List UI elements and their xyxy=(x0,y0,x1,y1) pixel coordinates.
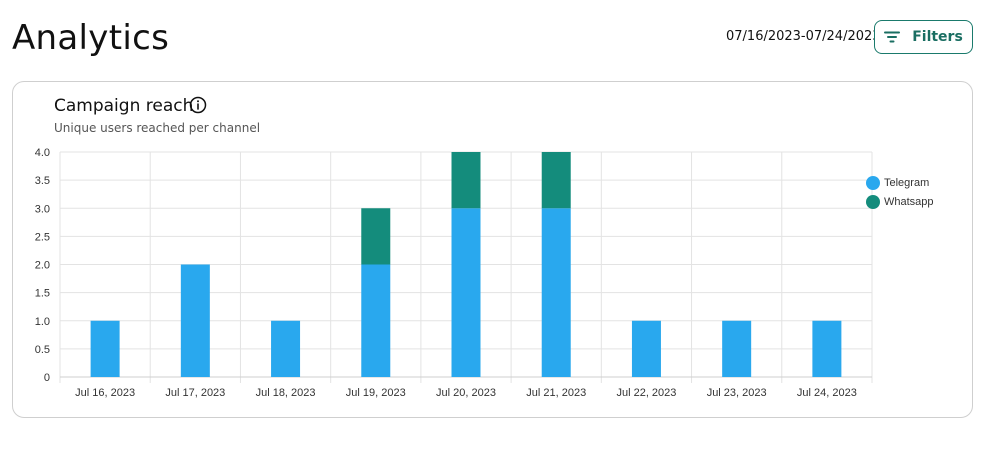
bar-whatsapp xyxy=(541,152,571,209)
card-subtitle: Unique users reached per channel xyxy=(54,121,261,135)
bar-telegram xyxy=(541,208,571,377)
legend-label-telegram: Telegram xyxy=(884,176,930,189)
y-tick-label: 0 xyxy=(44,372,50,384)
filters-label: Filters xyxy=(912,29,963,45)
legend-item-telegram[interactable]: Telegram xyxy=(866,173,934,192)
x-tick-label: Jul 19, 2023 xyxy=(346,387,406,399)
y-tick-label: 1.5 xyxy=(35,288,50,300)
legend-item-whatsapp[interactable]: Whatsapp xyxy=(866,192,934,211)
filter-icon xyxy=(884,31,901,43)
x-tick-label: Jul 16, 2023 xyxy=(75,387,135,399)
legend-swatch-whatsapp xyxy=(866,194,880,209)
bar-telegram xyxy=(812,320,842,377)
legend-swatch-telegram xyxy=(866,175,880,190)
y-tick-label: 2.0 xyxy=(35,260,50,272)
bar-telegram xyxy=(271,320,301,377)
bar-telegram xyxy=(90,320,120,377)
x-tick-label: Jul 24, 2023 xyxy=(797,387,857,399)
x-tick-label: Jul 20, 2023 xyxy=(436,387,496,399)
date-range[interactable]: 07/16/2023-07/24/2023 xyxy=(726,29,881,44)
y-tick-label: 3.0 xyxy=(35,203,50,215)
x-tick-label: Jul 22, 2023 xyxy=(616,387,676,399)
info-icon[interactable] xyxy=(189,96,207,119)
y-tick-label: 0.5 xyxy=(35,344,50,356)
bar-telegram xyxy=(180,264,210,377)
filters-button[interactable]: Filters xyxy=(874,20,973,54)
x-tick-label: Jul 23, 2023 xyxy=(707,387,767,399)
bar-whatsapp xyxy=(361,208,391,265)
legend-label-whatsapp: Whatsapp xyxy=(884,195,934,208)
bar-telegram xyxy=(451,208,481,377)
bar-telegram xyxy=(361,264,391,377)
y-tick-label: 4.0 xyxy=(35,147,50,159)
y-tick-label: 1.0 xyxy=(35,316,50,328)
chart-legend: Telegram Whatsapp xyxy=(866,173,934,211)
x-tick-label: Jul 18, 2023 xyxy=(256,387,316,399)
y-tick-label: 2.5 xyxy=(35,231,50,243)
bar-telegram xyxy=(722,320,752,377)
y-tick-label: 3.5 xyxy=(35,175,50,187)
x-tick-label: Jul 17, 2023 xyxy=(165,387,225,399)
bar-whatsapp xyxy=(451,152,481,209)
page-title: Analytics xyxy=(12,18,170,58)
x-tick-label: Jul 21, 2023 xyxy=(526,387,586,399)
bar-telegram xyxy=(631,320,661,377)
card-title: Campaign reach xyxy=(54,96,194,116)
